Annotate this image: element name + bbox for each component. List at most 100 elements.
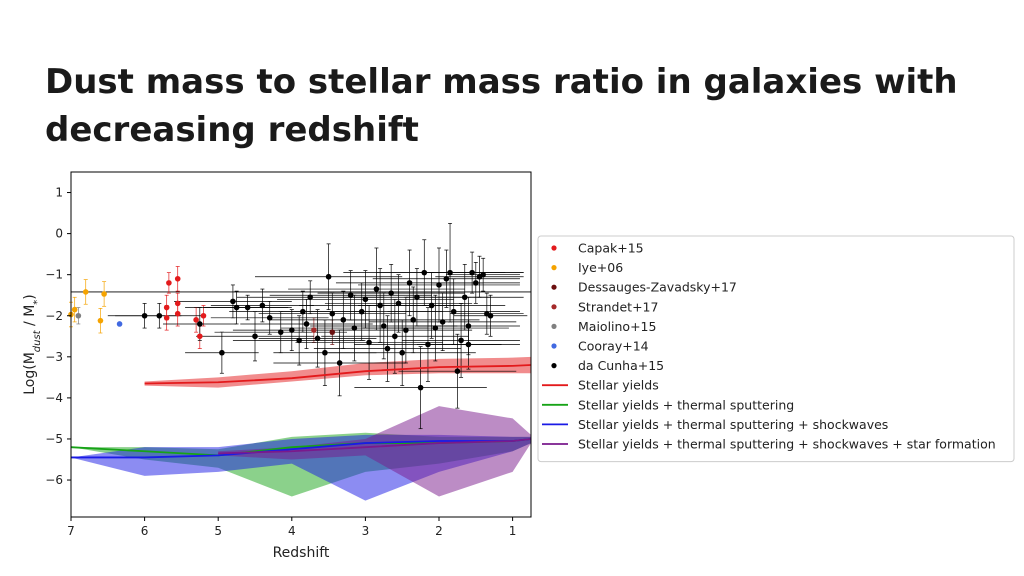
data-point-6-36: [421, 269, 428, 276]
data-point-6-50: [473, 280, 479, 286]
x-tick-label: 6: [141, 524, 149, 538]
x-tick-label: 4: [288, 524, 296, 538]
data-point-6-14: [314, 335, 321, 342]
data-point-6-48: [465, 323, 472, 329]
legend-label: da Cunha+15: [578, 358, 664, 373]
data-point-6-7: [259, 302, 266, 309]
legend-label: Stellar yields + thermal sputtering + sh…: [578, 437, 996, 452]
data-point-6-47: [461, 294, 468, 301]
data-point-6-4: [233, 304, 240, 311]
x-tick-label: 7: [67, 524, 75, 538]
model-band-3: [218, 406, 531, 497]
model-band-0: [144, 356, 531, 388]
y-axis-label-sub-dust: dust: [32, 329, 43, 352]
x-tick-label: 1: [509, 524, 517, 538]
data-point-6-42: [443, 275, 450, 282]
model-line-3: [218, 438, 532, 455]
slide-title-line-1: Dust mass to stellar mass ratio in galax…: [45, 62, 958, 102]
data-point-6-16: [325, 273, 332, 280]
y-axis-label-sub-star: *: [32, 300, 43, 305]
legend-marker: [551, 284, 557, 290]
data-point-6-17: [329, 310, 336, 317]
data-point-6-31: [403, 327, 409, 333]
data-point-6-28: [388, 290, 394, 296]
chart-legend: Capak+15 Iye+06 Dessauges-Zavadsky+17 Stran…: [537, 235, 1015, 463]
y-tick-label: 1: [55, 186, 63, 200]
y-tick-label: −4: [45, 391, 63, 405]
data-point-6-9: [277, 329, 284, 335]
model-bands: [71, 356, 531, 501]
data-point-6-35: [417, 384, 424, 391]
data-point-6-38: [428, 302, 435, 309]
data-point-0-3: [174, 300, 181, 307]
data-point-6-18: [336, 360, 343, 366]
data-point-6-39: [432, 325, 439, 331]
data-point-6-55: [384, 345, 391, 352]
data-point-6-15: [322, 349, 328, 356]
x-axis-label: Redshift: [273, 545, 330, 561]
data-point-6-3: [219, 349, 225, 356]
legend-marker: [551, 323, 557, 329]
data-point-6-11: [300, 308, 306, 315]
data-point-6-41: [439, 319, 446, 325]
data-point-3-0: [311, 327, 317, 333]
data-point-6-24: [366, 339, 372, 346]
data-point-6-29: [392, 333, 398, 340]
data-point-0-5: [163, 315, 170, 321]
data-point-6-59: [399, 349, 406, 356]
legend-box: [537, 235, 1015, 463]
data-point-6-43: [447, 269, 453, 276]
data-point-6-21: [351, 325, 358, 331]
data-point-6-33: [410, 317, 417, 323]
data-point-0-8: [197, 333, 203, 340]
data-point-6-54: [487, 312, 494, 319]
data-point-6-27: [381, 323, 387, 329]
y-tick-label: 0: [55, 227, 63, 241]
data-point-0-2: [163, 304, 170, 311]
data-point-6-37: [425, 341, 431, 348]
data-point-6-52: [480, 271, 486, 278]
data-point-2-0: [329, 329, 336, 335]
axis-ticks: 7 6 5 4 3 2 1 1 0 −1 −2 −3 −4 −5 −6: [45, 186, 516, 538]
legend-label: Strandet+17: [578, 299, 658, 314]
data-point-6-20: [347, 292, 354, 299]
y-axis-label-start: Log(M: [22, 352, 38, 395]
model-line-0: [144, 364, 532, 385]
legend-label: Stellar yields + thermal sputtering: [578, 397, 794, 412]
legend-marker: [551, 304, 557, 310]
error-bars: [69, 222, 528, 430]
legend-label: Dessauges-Zavadsky+17: [578, 280, 737, 295]
legend-label: Maiolino+15: [578, 319, 656, 334]
data-point-6-34: [414, 294, 420, 301]
data-point-6-19: [340, 317, 347, 323]
y-axis-label: Log(Mdust / M*): [22, 294, 43, 395]
data-point-6-56: [296, 337, 302, 344]
data-point-6-30: [395, 300, 402, 307]
model-lines: [70, 364, 532, 459]
slide-title-line-2: decreasing redshift: [45, 110, 419, 150]
data-point-6-25: [373, 286, 380, 292]
data-point-0-7: [200, 312, 207, 319]
data-point-6-57: [252, 333, 258, 340]
y-axis-label-mid: / M: [22, 305, 38, 331]
data-point-6-40: [436, 282, 442, 288]
x-tick-label: 5: [214, 524, 222, 538]
data-point-1-0: [71, 306, 78, 313]
data-point-6-1: [156, 312, 163, 319]
data-point-6-6: [244, 304, 251, 311]
data-point-1-2: [101, 291, 107, 297]
legend-marker: [551, 265, 557, 271]
legend-label: Iye+06: [578, 260, 623, 275]
plot-frame: [70, 171, 532, 518]
data-point-0-1: [174, 275, 181, 282]
legend-label: Stellar yields + thermal sputtering + sh…: [578, 417, 888, 432]
y-tick-label: −2: [45, 309, 63, 323]
data-point-6-10: [289, 327, 295, 333]
data-point-6-5: [230, 298, 236, 305]
data-point-5-0: [116, 321, 123, 327]
data-point-1-3: [97, 317, 104, 324]
data-point-0-4: [174, 310, 181, 317]
legend-marker: [551, 343, 557, 349]
data-point-6-46: [458, 337, 464, 344]
